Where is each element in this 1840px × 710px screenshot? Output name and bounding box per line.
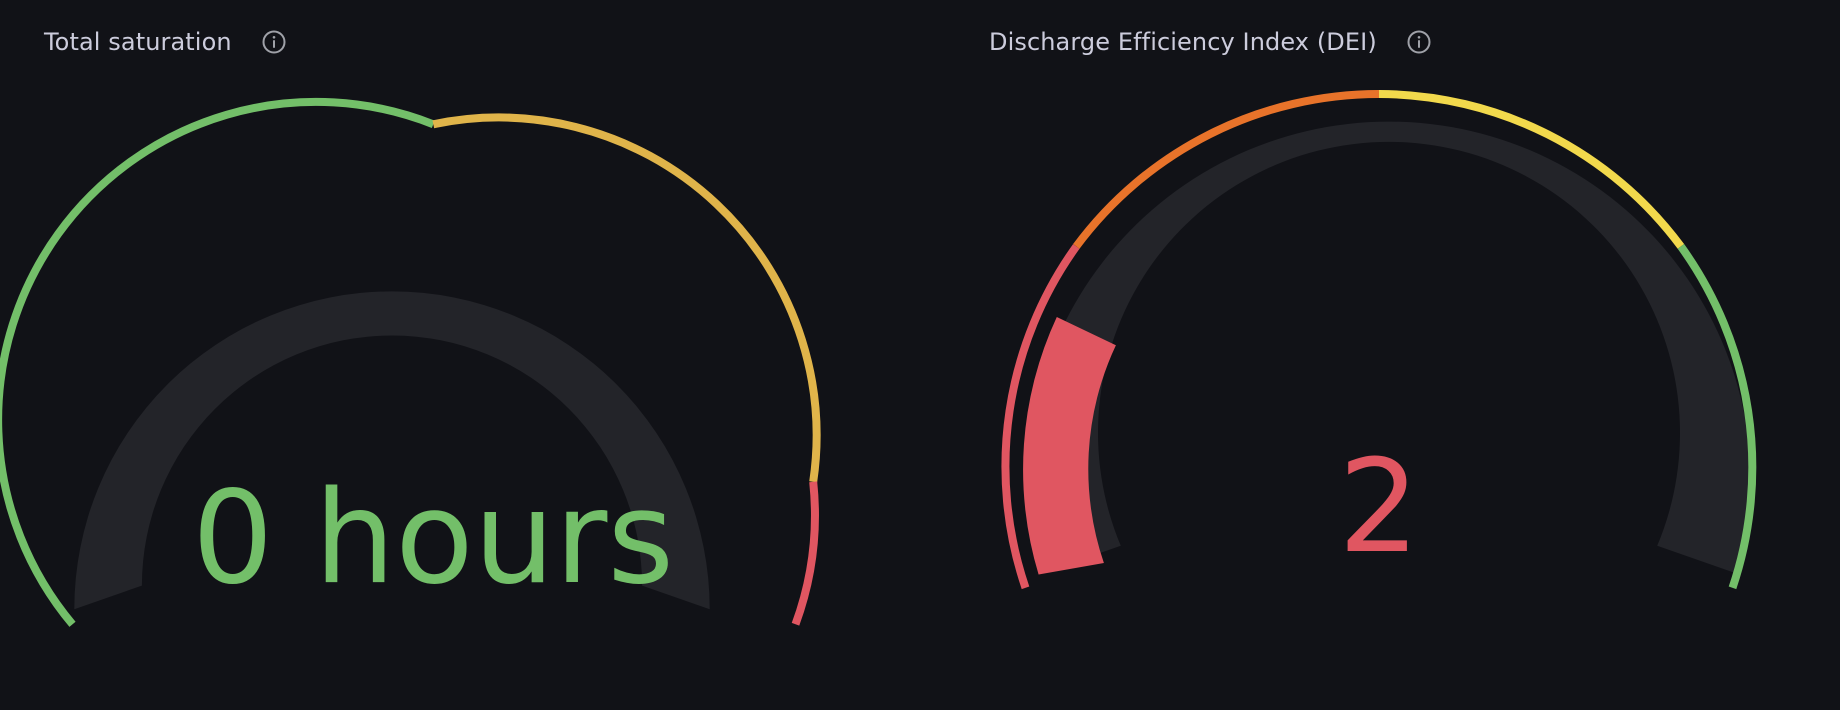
panel-title: Discharge Efficiency Index (DEI): [989, 28, 1377, 56]
threshold-green: [1677, 244, 1757, 590]
threshold-orange: [1073, 90, 1380, 249]
panel-header: Discharge Efficiency Index (DEI): [989, 24, 1433, 60]
gauge-dei: 2: [1001, 90, 1757, 590]
gauge-value-fill: [1023, 317, 1116, 575]
gauge-track-band: [74, 291, 710, 610]
info-circle-icon[interactable]: [260, 28, 288, 56]
gauge-total-saturation: 0 hours: [0, 97, 821, 627]
info-circle-icon[interactable]: [1405, 28, 1433, 56]
panel-discharge-efficiency-index: Discharge Efficiency Index (DEI) 2: [945, 0, 1840, 710]
gauge-value: 2: [1338, 433, 1419, 582]
panel-header: Total saturation: [44, 24, 288, 60]
threshold-yellow: [1378, 90, 1685, 249]
threshold-green: [0, 97, 435, 627]
threshold-red: [791, 481, 819, 626]
gauge-value: 0 hours: [192, 464, 674, 613]
panel-total-saturation: Total saturation 0 hours: [0, 24, 821, 627]
gauge-track-band: [1027, 121, 1751, 575]
panel-title: Total saturation: [44, 28, 232, 56]
threshold-yellow: [432, 113, 821, 483]
threshold-red: [1001, 244, 1080, 590]
